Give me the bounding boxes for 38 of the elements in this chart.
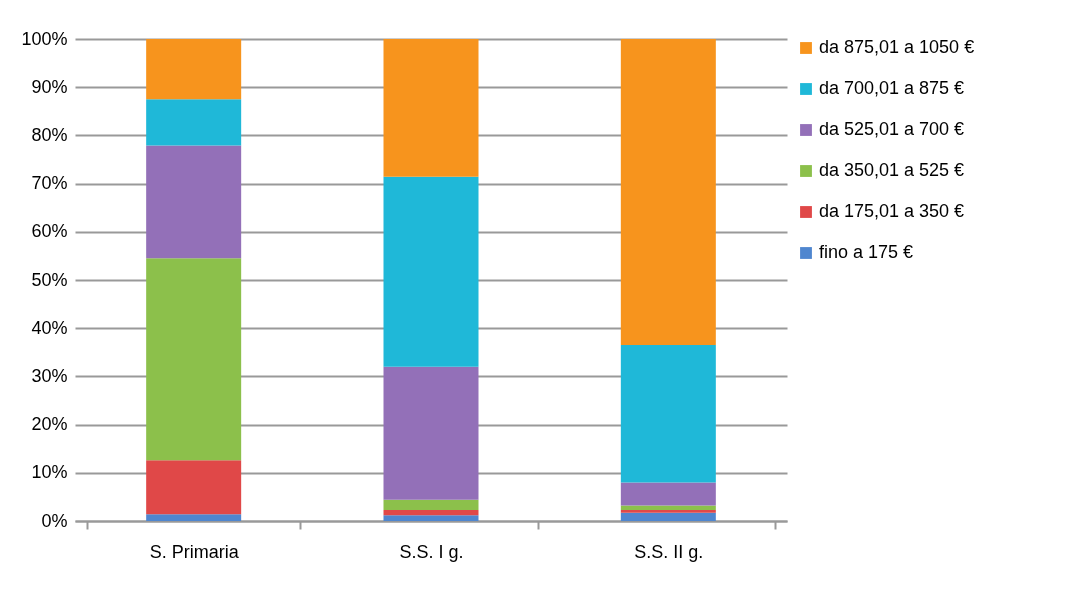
bar	[146, 39, 242, 100]
bar	[146, 258, 242, 461]
y-tick-label: 40%	[31, 317, 68, 338]
bar	[383, 499, 479, 510]
y-tick-label: 100%	[21, 28, 68, 49]
bar	[146, 145, 242, 259]
y-tick-label: 60%	[31, 221, 68, 242]
legend-label: fino a 175 €	[819, 242, 914, 262]
bar	[620, 482, 716, 506]
bar	[620, 39, 716, 346]
bar	[146, 514, 242, 521]
bar	[620, 512, 716, 521]
y-tick-label: 70%	[31, 173, 68, 194]
bar	[383, 39, 479, 177]
y-tick-label: 20%	[31, 414, 68, 435]
bar	[383, 515, 479, 521]
y-tick-label: 80%	[31, 124, 68, 145]
legend-label: da 700,01 a 875 €	[819, 78, 965, 98]
bar	[383, 509, 479, 516]
legend-label: da 175,01 a 350 €	[819, 201, 965, 221]
bar	[620, 509, 716, 513]
bar	[620, 345, 716, 483]
legend-label: da 525,01 a 700 €	[819, 119, 965, 139]
bar	[383, 366, 479, 500]
x-tick-label: S.S. I g.	[399, 541, 464, 562]
bar	[383, 176, 479, 367]
x-tick-label: S.S. II g.	[634, 541, 704, 562]
y-tick-label: 0%	[41, 510, 68, 531]
bar	[620, 505, 716, 510]
y-tick-label: 30%	[31, 365, 68, 386]
bar	[146, 460, 242, 515]
bar	[146, 99, 242, 146]
y-tick-label: 10%	[31, 462, 68, 483]
legend-label: da 350,01 a 525 €	[819, 160, 965, 180]
x-tick-label: S. Primaria	[149, 541, 240, 562]
y-tick-label: 90%	[31, 76, 68, 97]
legend-label: da 875,01 a 1050 €	[819, 37, 975, 57]
y-tick-label: 50%	[31, 269, 68, 290]
